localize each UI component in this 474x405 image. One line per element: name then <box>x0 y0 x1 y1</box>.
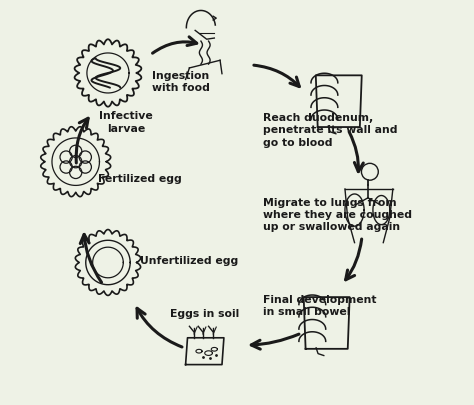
Text: Reach duodenum,
penetrate its wall and
go to blood: Reach duodenum, penetrate its wall and g… <box>263 113 398 147</box>
Text: Infective
larvae: Infective larvae <box>99 111 153 133</box>
Text: Final development
in small bowel: Final development in small bowel <box>263 294 377 316</box>
Text: Unfertilized egg: Unfertilized egg <box>140 256 238 266</box>
Text: Migrate to lungs from
where they are coughed
up or swallowed again: Migrate to lungs from where they are cou… <box>263 197 412 232</box>
Text: Ingestion
with food: Ingestion with food <box>152 70 210 93</box>
Text: Fertilized egg: Fertilized egg <box>98 173 182 183</box>
Text: Eggs in soil: Eggs in soil <box>170 308 239 318</box>
